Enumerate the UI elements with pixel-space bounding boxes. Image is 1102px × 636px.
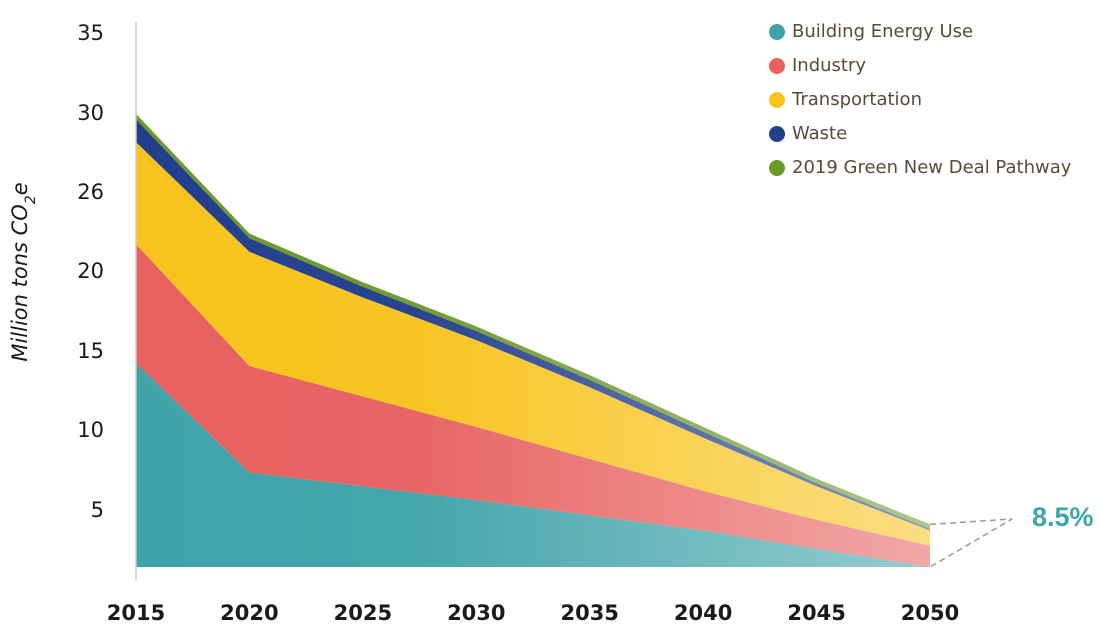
legend-label: Waste bbox=[792, 123, 847, 144]
x-tick-label: 2050 bbox=[901, 601, 959, 625]
legend-item-building-energy-use: Building Energy Use bbox=[769, 21, 973, 42]
y-tick-label: 15 bbox=[77, 339, 104, 363]
legend-swatch bbox=[769, 24, 785, 40]
legend-item-2019-green-new-deal-pathway: 2019 Green New Deal Pathway bbox=[769, 157, 1072, 178]
y-tick-label: 5 bbox=[91, 498, 104, 522]
y-tick-label: 30 bbox=[77, 101, 104, 125]
legend-label: Building Energy Use bbox=[792, 21, 973, 42]
legend: Building Energy Use Industry Transportatio… bbox=[769, 21, 1072, 178]
legend-swatch bbox=[769, 160, 785, 176]
legend-item-waste: Waste bbox=[769, 123, 847, 144]
percentage-callout: 8.5% bbox=[929, 502, 1094, 568]
x-tick-label: 2045 bbox=[787, 601, 845, 625]
legend-label: 2019 Green New Deal Pathway bbox=[792, 157, 1072, 178]
x-tick-label: 2025 bbox=[334, 601, 392, 625]
y-tick-label: 20 bbox=[77, 259, 104, 283]
legend-label: Industry bbox=[792, 55, 866, 76]
x-tick-label: 2030 bbox=[447, 601, 505, 625]
y-tick-label: 26 bbox=[77, 180, 104, 204]
legend-swatch bbox=[769, 92, 785, 108]
x-tick-label: 2020 bbox=[220, 601, 278, 625]
legend-item-industry: Industry bbox=[769, 55, 866, 76]
y-tick-label: 10 bbox=[77, 418, 104, 442]
y-axis-label: Million tons CO2e bbox=[8, 182, 39, 361]
legend-swatch bbox=[769, 58, 785, 74]
x-tick-labels: 2015 2020 2025 2030 2035 2040 2045 2050 bbox=[107, 601, 959, 625]
legend-swatch bbox=[769, 126, 785, 142]
x-tick-label: 2015 bbox=[107, 601, 165, 625]
y-tick-labels: 35 30 26 20 15 10 5 bbox=[77, 21, 104, 522]
legend-label: Transportation bbox=[791, 89, 922, 110]
callout-bracket bbox=[929, 518, 1013, 568]
x-tick-label: 2035 bbox=[560, 601, 618, 625]
y-tick-label: 35 bbox=[77, 21, 104, 45]
x-tick-label: 2040 bbox=[674, 601, 732, 625]
legend-item-transportation: Transportation bbox=[769, 89, 922, 110]
fade-overlay bbox=[136, 113, 930, 567]
callout-value: 8.5% bbox=[1032, 502, 1094, 532]
